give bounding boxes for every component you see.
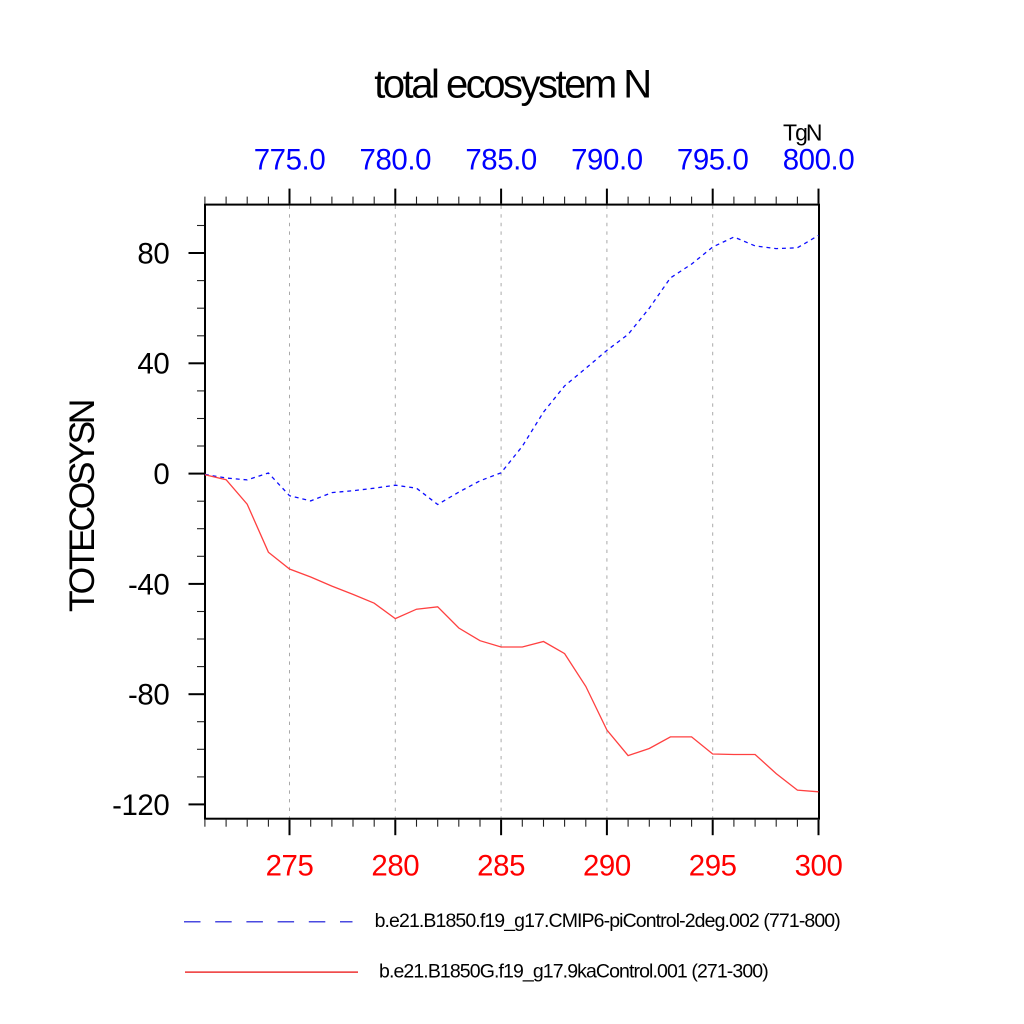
svg-text:785.0: 785.0 (465, 144, 537, 177)
svg-text:b.e21.B1850.f19_g17.CMIP6-piCo: b.e21.B1850.f19_g17.CMIP6-piControl-2deg… (375, 910, 841, 932)
svg-text:300: 300 (795, 850, 843, 883)
svg-text:275: 275 (266, 850, 314, 883)
svg-text:total ecosystem N: total ecosystem N (374, 62, 649, 106)
svg-text:295: 295 (689, 850, 737, 883)
svg-text:290: 290 (583, 850, 631, 883)
svg-text:775.0: 775.0 (254, 144, 326, 177)
svg-text:TgN: TgN (783, 120, 821, 146)
svg-text:280: 280 (371, 850, 419, 883)
svg-text:80: 80 (137, 237, 169, 270)
svg-text:800.0: 800.0 (783, 144, 855, 177)
svg-text:790.0: 790.0 (571, 144, 643, 177)
svg-text:285: 285 (477, 850, 525, 883)
svg-text:TOTECOSYSN: TOTECOSYSN (62, 401, 102, 612)
svg-text:b.e21.B1850G.f19_g17.9kaContro: b.e21.B1850G.f19_g17.9kaControl.001 (271… (379, 960, 768, 982)
svg-text:-120: -120 (112, 789, 169, 822)
svg-text:-40: -40 (128, 568, 169, 601)
svg-text:780.0: 780.0 (360, 144, 432, 177)
svg-text:-80: -80 (128, 679, 169, 712)
svg-text:0: 0 (153, 458, 169, 491)
svg-text:40: 40 (137, 348, 169, 381)
svg-text:795.0: 795.0 (677, 144, 749, 177)
